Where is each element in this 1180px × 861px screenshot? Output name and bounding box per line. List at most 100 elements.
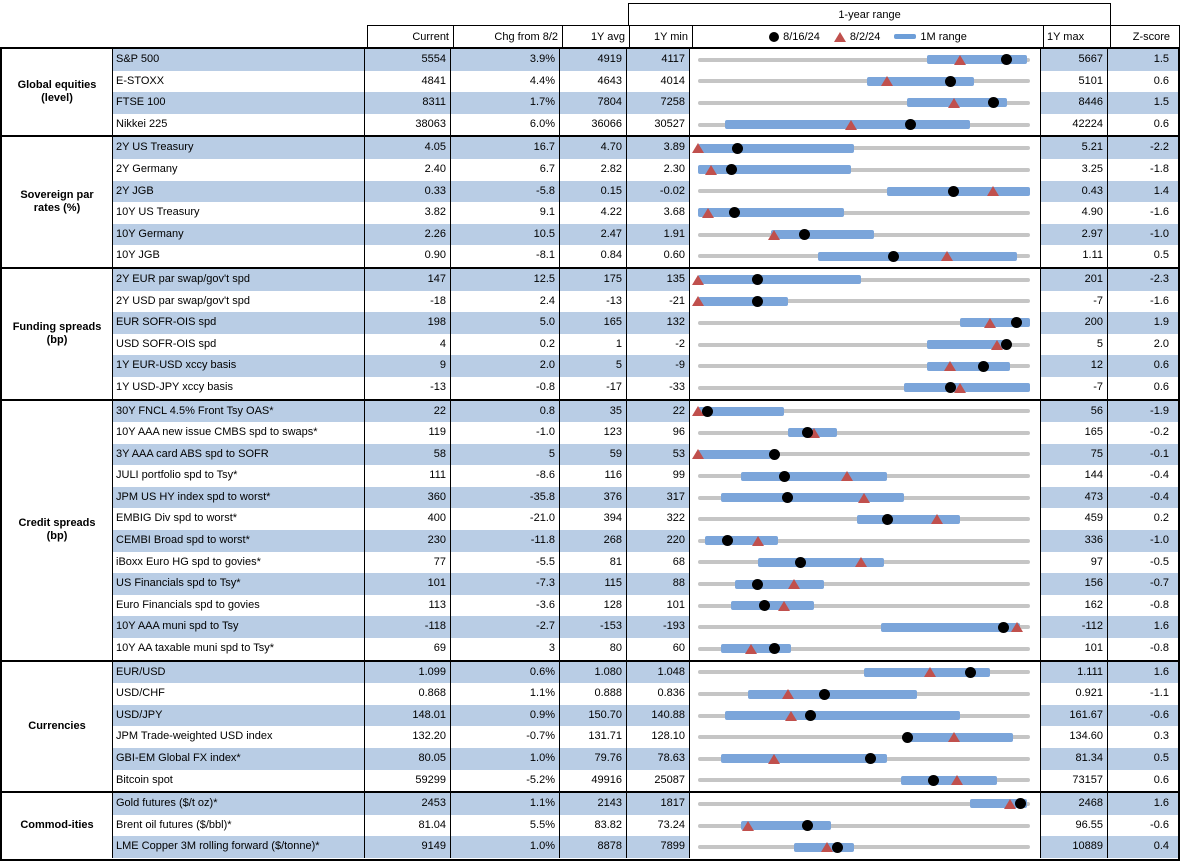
current-value-cell: 198 [365,312,451,334]
marker-8-2-24-triangle-icon [924,667,937,678]
table-body: Global equities (level) S&P 500 5554 3.9% 49… [0,47,1180,861]
1y-avg-cell: -153 [560,616,627,639]
z-score-cell: 1.5 [1108,92,1178,114]
1y-max-cell: 200 [1041,312,1108,334]
1y-avg-cell: 175 [560,268,627,291]
1-year-range-chart [690,180,1041,203]
table-row: US Financials spd to Tsy* 101 -7.3 115 88 156… [113,573,1178,595]
table-row: iBoxx Euro HG spd to govies* 77 -5.5 81 68 97… [113,551,1178,574]
1y-avg-cell: 81 [560,551,627,574]
marker-8-16-24-dot-icon [881,513,893,525]
asset-name-cell: GBI-EM Global FX index* [113,748,365,770]
asset-name-cell: 10Y Germany [113,223,365,246]
range-header-title: 1-year range [838,9,901,21]
1y-range-track [698,603,1030,608]
marker-8-2-24-triangle-icon [854,557,867,568]
1-year-range-chart [690,594,1041,617]
column-header-z-score: Z-score [1110,25,1180,48]
table-row: 2Y Germany 2.40 6.7 2.82 2.30 3.25 -1.8 [113,158,1178,181]
table-row: CEMBI Broad spd to worst* 230 -11.8 268 220 3… [113,530,1178,552]
asset-name-cell: Bitcoin spot [113,769,365,792]
1m-range-bar [698,208,845,218]
1y-avg-cell: 268 [560,530,627,552]
marker-8-2-24-triangle-icon [990,339,1003,350]
1y-max-cell: 75 [1041,443,1108,466]
current-value-cell: 360 [365,486,451,509]
1y-range-track [698,778,1030,783]
marker-8-2-24-triangle-icon [692,449,704,460]
asset-name-cell: EUR SOFR-OIS spd [113,312,365,334]
1m-range-bar [927,361,1011,371]
current-value-cell: 58 [365,443,451,466]
1y-max-cell: 5.21 [1041,137,1108,159]
table-row: 1Y USD-JPY xccy basis -13 -0.8 -17 -33 -7 0.6 [113,376,1178,399]
chg-from-8-2-cell: -5.5 [451,551,560,574]
chg-from-8-2-cell: 1.0% [451,836,560,858]
asset-name-cell: Gold futures ($/t oz)* [113,793,365,815]
1y-range-track [698,146,1030,151]
1y-max-cell: 144 [1041,465,1108,487]
1y-avg-cell: 7804 [560,92,627,114]
1m-range-bar [721,754,888,764]
1m-range-bar [724,711,961,721]
column-header-1y-min: 1Y min [629,25,693,48]
table-row: USD SOFR-OIS spd 4 0.2 1 -2 5 2.0 [113,333,1178,356]
chg-from-8-2-cell: 3.9% [451,49,560,71]
asset-name-cell: 3Y AAA card ABS spd to SOFR [113,443,365,466]
marker-8-2-24-triangle-icon [784,710,797,721]
table-row: EUR/USD 1.099 0.6% 1.080 1.048 1.111 1.6 [113,661,1178,684]
marker-8-16-24-dot-icon [778,470,790,482]
z-score-cell: -1.1 [1150,687,1169,700]
legend-item-8-2-24: 8/2/24 [833,31,880,43]
marker-8-2-24-triangle-icon [984,317,997,328]
marker-8-2-24-triangle-icon [745,643,758,654]
marker-8-2-24-triangle-icon [1004,798,1017,809]
1y-max-cell: 12 [1041,355,1108,377]
1-year-range-chart [690,616,1041,639]
1y-min-cell: 88 [627,573,690,595]
current-value-cell: 80.05 [365,748,451,770]
1-year-range-chart [690,245,1041,267]
z-score-cell: -1.8 [1150,162,1169,175]
1y-max-cell: 1.111 [1041,661,1108,684]
1y-max-cell: 201 [1041,268,1108,291]
column-header-current: Current [367,25,454,48]
marker-8-2-24-triangle-icon [788,579,801,590]
1y-avg-cell: 131.71 [560,726,627,748]
1y-max-cell: 8446 [1041,92,1108,114]
marker-8-16-24-dot-icon [944,382,956,394]
chg-from-8-2-cell: 1.1% [451,683,560,705]
1y-min-cell: 4014 [627,70,690,93]
z-score-cell: -1.0 [1108,530,1178,552]
column-header-1y-avg: 1Y avg [562,25,630,48]
1y-range-track [698,57,1030,62]
z-score-cell: -0.2 [1150,426,1169,439]
z-score-cell: -0.4 [1150,469,1169,482]
marker-8-2-24-triangle-icon [944,361,957,372]
1y-avg-cell: 4643 [560,70,627,93]
1y-min-cell: 73.24 [627,814,690,837]
group-global-equities-level-: Global equities (level) S&P 500 5554 3.9% 49… [2,49,1178,136]
group-commod-ities: Commod-ities Gold futures ($/t oz)* 2453 1.… [2,791,1178,858]
1m-range-bar [721,493,904,503]
1-year-range-chart [690,268,1041,291]
1y-min-cell: -21 [627,290,690,313]
table-row: 1Y EUR-USD xccy basis 9 2.0 5 -9 12 0.6 [113,355,1178,377]
chg-from-8-2-cell: 16.7 [451,137,560,159]
marker-8-16-24-dot-icon [888,250,900,262]
1y-avg-cell: 394 [560,508,627,531]
1y-max-cell: 5667 [1041,49,1108,71]
1-year-range-chart [690,683,1041,705]
marker-8-16-24-dot-icon [1001,339,1013,351]
table-row: 10Y AAA new issue CMBS spd to swaps* 119-… [113,422,1178,444]
marker-8-16-24-dot-icon [831,841,843,853]
asset-name-cell: CEMBI Broad spd to worst* [113,530,365,552]
table-row: 30Y FNCL 4.5% Front Tsy OAS* 22 0.8 35 22 56-… [113,400,1178,423]
asset-name-cell: 10Y AAA muni spd to Tsy [113,616,365,639]
1-year-range-chart [690,551,1041,574]
asset-name-cell: 10Y JGB [113,245,365,267]
z-score-cell: 0.6 [1153,117,1169,130]
z-score-cell: 0.5 [1153,249,1169,262]
marker-8-16-24-dot-icon [702,405,714,417]
marker-8-2-24-triangle-icon [844,119,857,130]
